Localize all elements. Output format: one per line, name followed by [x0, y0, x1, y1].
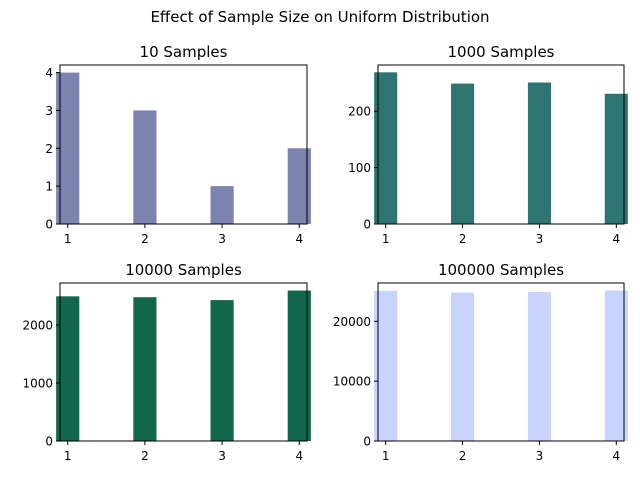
bar-3 — [210, 300, 234, 441]
subplot-title: 1000 Samples — [448, 43, 555, 61]
x-tick-label: 4 — [612, 449, 620, 463]
x-tick-label: 3 — [536, 232, 544, 246]
x-tick-label: 2 — [459, 449, 467, 463]
y-tick-label: 1000 — [22, 377, 53, 391]
x-tick-label: 4 — [295, 232, 303, 246]
y-tick-label: 0 — [45, 218, 53, 232]
bar-2 — [133, 297, 157, 441]
bar-1 — [374, 72, 398, 224]
y-tick-label: 1 — [45, 180, 53, 194]
subplot-4: 100000 Samples 1 2 3 4 0 10000 20000 — [333, 261, 628, 463]
y-tick-label: 4 — [45, 66, 53, 80]
bar-3 — [527, 82, 551, 224]
figure-title: Effect of Sample Size on Uniform Distrib… — [150, 8, 489, 26]
subplot-title: 100000 Samples — [438, 261, 564, 279]
bar-3 — [527, 291, 551, 441]
bar-1 — [56, 296, 80, 441]
bar-3 — [210, 186, 234, 224]
bar-4 — [604, 93, 628, 225]
y-tick-label: 200 — [348, 105, 371, 119]
axes-frame — [59, 282, 308, 442]
bar-2 — [451, 292, 475, 441]
x-tick-label: 1 — [64, 449, 72, 463]
bar-2 — [133, 110, 157, 224]
bar-4 — [604, 290, 628, 441]
y-tick-label: 2000 — [22, 319, 53, 333]
y-tick-label: 0 — [363, 435, 371, 449]
bar-4 — [287, 290, 311, 441]
subplot-3: 10000 Samples 1 2 3 4 0 1000 2000 — [22, 261, 311, 463]
x-tick-label: 4 — [295, 449, 303, 463]
y-tick-label: 0 — [363, 218, 371, 232]
bar-1 — [56, 72, 80, 224]
x-tick-label: 2 — [141, 449, 149, 463]
y-tick-label: 100 — [348, 161, 371, 175]
y-tick-label: 3 — [45, 104, 53, 118]
x-tick-label: 3 — [218, 232, 226, 246]
x-tick-label: 3 — [218, 449, 226, 463]
y-tick-label: 20000 — [333, 315, 371, 329]
x-tick-label: 4 — [612, 232, 620, 246]
x-tick-label: 2 — [459, 232, 467, 246]
x-tick-label: 3 — [536, 449, 544, 463]
bar-1 — [374, 290, 398, 441]
subplot-title: 10 Samples — [140, 43, 228, 61]
x-tick-label: 1 — [64, 232, 72, 246]
y-tick-label: 10000 — [333, 375, 371, 389]
subplot-title: 10000 Samples — [125, 261, 242, 279]
subplot-2: 1000 Samples 1 2 3 4 0 100 200 — [348, 43, 628, 246]
x-tick-label: 2 — [141, 232, 149, 246]
axes-frame — [377, 64, 625, 225]
bar-2 — [451, 83, 475, 224]
y-tick-label: 0 — [45, 435, 53, 449]
axes-frame — [377, 282, 625, 442]
x-tick-label: 1 — [382, 449, 390, 463]
axes-frame — [59, 64, 308, 225]
x-tick-label: 1 — [382, 232, 390, 246]
bar-4 — [287, 148, 311, 224]
y-tick-label: 2 — [45, 142, 53, 156]
